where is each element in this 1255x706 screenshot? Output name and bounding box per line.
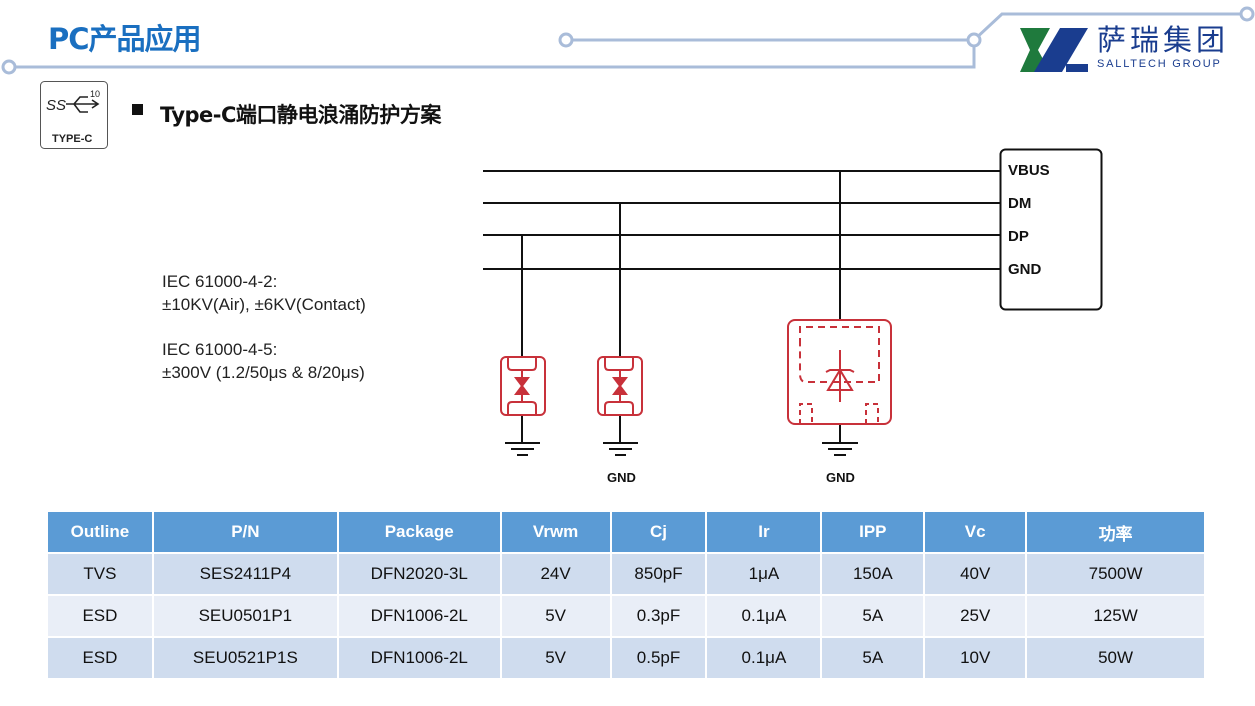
section-title: Type-C端口静电浪涌防护方案 [160, 103, 441, 127]
column-header: IPP [821, 512, 926, 553]
spec-value: ±300V (1.2/50μs & 8/20μs) [162, 363, 365, 382]
product-table: Outline P/N Package Vrwm Cj Ir IPP Vc 功率 TVS SES2… [48, 512, 1206, 678]
table-cell: 150A [821, 552, 926, 595]
table-cell: DFN1006-2L [337, 594, 502, 637]
logo-mark [1020, 28, 1088, 72]
table-cell: 24V [500, 552, 612, 595]
logo-text: 萨瑞集团 [1097, 23, 1230, 57]
table-cell: 40V [924, 552, 1028, 595]
spec-standard: IEC 61000-4-5: [162, 340, 278, 359]
gnd-label: GND [607, 470, 636, 485]
table-header-row: Outline P/N Package Vrwm Cj Ir IPP Vc 功率 [48, 512, 1206, 553]
table-cell: 50W [1026, 636, 1206, 678]
table-row: TVS SES2411P4 DFN2020-3L 24V 850pF 1μA 150A 40V… [48, 552, 1206, 595]
column-header: Vrwm [500, 512, 612, 553]
pin-gnd: GND [1008, 261, 1042, 278]
table-cell: 0.3pF [610, 594, 708, 637]
spec-value: ±10KV(Air), ±6KV(Contact) [162, 295, 366, 314]
column-header: Package [337, 512, 502, 553]
table-row: ESD SEU0501P1 DFN1006-2L 5V 0.3pF 0.1μA 5A 25V 1… [48, 594, 1206, 637]
ground-symbols [505, 442, 858, 456]
column-header: Ir [706, 512, 823, 553]
table-cell: 25V [924, 594, 1028, 637]
column-header: 功率 [1026, 512, 1206, 553]
spec-list: IEC 61000-4-2: ±10KV(Air), ±6KV(Contact) … [162, 270, 366, 406]
logo-subtext: SALLTECH GROUP [1097, 58, 1222, 70]
column-header: Outline [48, 512, 154, 553]
table-cell: 850pF [610, 552, 708, 595]
table-cell: DFN2020-3L [337, 552, 502, 595]
icon-number-text: 10 [90, 89, 100, 99]
table-cell: 125W [1026, 594, 1206, 637]
gnd-label: GND [826, 470, 855, 485]
table-cell: SEU0521P1S [152, 636, 339, 678]
table-cell: 5A [821, 594, 926, 637]
table-cell: 10V [924, 636, 1028, 678]
page-title: PC产品应用 [48, 22, 202, 56]
usb-typec-icon: SS 10 TYPE-C [40, 81, 143, 149]
table-cell: DFN1006-2L [337, 636, 502, 678]
column-header: P/N [152, 512, 339, 553]
pin-dp: DP [1008, 228, 1029, 245]
column-header: Cj [610, 512, 708, 553]
table-cell: ESD [48, 594, 154, 637]
table-cell: 1μA [706, 552, 823, 595]
bus-lines [483, 148, 1103, 443]
table-cell: TVS [48, 552, 154, 595]
table-cell: ESD [48, 636, 154, 678]
table-cell: 5V [500, 636, 612, 678]
table-row: ESD SEU0521P1S DFN1006-2L 5V 0.5pF 0.1μA 5A 10V… [48, 636, 1206, 678]
table-cell: 0.1μA [706, 594, 823, 637]
table-cell: 7500W [1026, 552, 1206, 595]
table-cell: 5V [500, 594, 612, 637]
table-cell: SEU0501P1 [152, 594, 339, 637]
icon-typec-text: TYPE-C [52, 133, 92, 145]
pin-vbus: VBUS [1008, 162, 1050, 179]
table-cell: 0.1μA [706, 636, 823, 678]
table-cell: 0.5pF [610, 636, 708, 678]
table-cell: SES2411P4 [152, 552, 339, 595]
table-cell: 5A [821, 636, 926, 678]
column-header: Vc [924, 512, 1028, 553]
esd-diode-icon [500, 356, 643, 416]
icon-ss-text: SS [46, 97, 66, 114]
tvs-diode-icon [787, 319, 892, 425]
pin-dm: DM [1008, 195, 1031, 212]
spec-standard: IEC 61000-4-2: [162, 272, 278, 291]
